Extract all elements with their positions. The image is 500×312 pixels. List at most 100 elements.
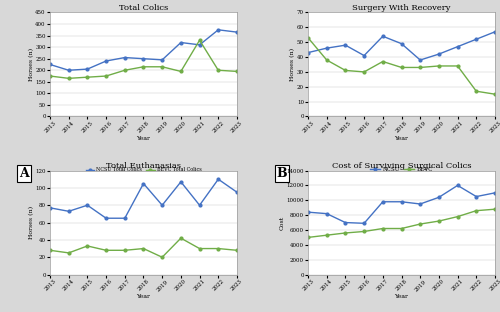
NCSU ($USD) (380, 200, 386, 204)
BEVC (£GBP) (398, 227, 404, 230)
Title: Total Euthanasias: Total Euthanasias (106, 162, 181, 170)
NCSU (178, 180, 184, 184)
NCSU (84, 203, 90, 207)
NCSU (492, 30, 498, 34)
BEVC (103, 248, 109, 252)
BEVC (£GBP) (342, 231, 348, 235)
NCSU (47, 206, 53, 210)
NCSU (305, 51, 311, 55)
BEVC (417, 66, 423, 69)
NCSU ($USD) (474, 195, 480, 198)
BEVC Total Colics (234, 70, 240, 73)
NCSU Total Colics (84, 67, 90, 71)
Y-axis label: Horses (n): Horses (n) (29, 206, 34, 239)
BEVC (234, 248, 240, 252)
NCSU ($USD) (324, 212, 330, 216)
BEVC (474, 89, 480, 93)
BEVC (122, 248, 128, 252)
NCSU Total Colics (216, 28, 222, 32)
Title: Total Colics: Total Colics (119, 4, 168, 12)
Y-axis label: Cost: Cost (280, 215, 285, 230)
BEVC Total Colics (178, 70, 184, 73)
Line: NCSU: NCSU (306, 30, 496, 61)
NCSU Total Colics (47, 63, 53, 66)
NCSU Total Colics (178, 41, 184, 44)
Line: BEVC: BEVC (48, 237, 238, 259)
BEVC (324, 58, 330, 62)
Line: BEVC (£GBP): BEVC (£GBP) (306, 208, 496, 239)
NCSU ($USD) (436, 195, 442, 199)
NCSU Total Colics (234, 30, 240, 34)
NCSU (122, 216, 128, 220)
BEVC Total Colics (47, 74, 53, 78)
BEVC Total Colics (216, 68, 222, 72)
X-axis label: Year: Year (136, 135, 150, 141)
NCSU (436, 52, 442, 56)
BEVC (492, 92, 498, 96)
BEVC (£GBP) (380, 227, 386, 230)
NCSU Total Colics (140, 57, 146, 61)
Y-axis label: Horses (n): Horses (n) (29, 48, 34, 81)
Line: NCSU Total Colics: NCSU Total Colics (48, 28, 238, 72)
NCSU (380, 34, 386, 38)
NCSU (140, 182, 146, 185)
NCSU ($USD) (492, 191, 498, 195)
BEVC (£GBP) (474, 209, 480, 212)
BEVC Total Colics (196, 38, 202, 42)
BEVC (£GBP) (436, 219, 442, 223)
NCSU ($USD) (398, 200, 404, 204)
BEVC (84, 244, 90, 248)
BEVC (159, 255, 165, 259)
NCSU (324, 46, 330, 50)
NCSU ($USD) (342, 221, 348, 224)
BEVC (£GBP) (454, 215, 460, 218)
X-axis label: Year: Year (136, 294, 150, 299)
Line: NCSU: NCSU (48, 178, 238, 220)
Line: BEVC Total Colics: BEVC Total Colics (48, 39, 238, 80)
NCSU (216, 177, 222, 181)
BEVC (305, 36, 311, 40)
BEVC (380, 60, 386, 63)
NCSU Total Colics (66, 68, 71, 72)
BEVC (£GBP) (417, 222, 423, 226)
Line: NCSU ($USD): NCSU ($USD) (306, 184, 496, 225)
Legend: NCSU, BEVC: NCSU, BEVC (368, 164, 435, 174)
NCSU (417, 58, 423, 62)
BEVC (£GBP) (305, 236, 311, 239)
BEVC (216, 247, 222, 251)
Legend: NCSU Total Colics, BEVC Total Colics: NCSU Total Colics, BEVC Total Colics (84, 165, 204, 174)
BEVC (£GBP) (361, 230, 367, 233)
BEVC (342, 69, 348, 72)
NCSU ($USD) (361, 222, 367, 225)
Title: Surgery With Recovery: Surgery With Recovery (352, 4, 451, 12)
BEVC (47, 248, 53, 252)
BEVC Total Colics (84, 75, 90, 79)
BEVC (398, 66, 404, 69)
NCSU Total Colics (103, 59, 109, 63)
BEVC (178, 236, 184, 240)
BEVC Total Colics (103, 74, 109, 78)
Line: BEVC: BEVC (306, 37, 496, 95)
BEVC (454, 64, 460, 68)
BEVC (£GBP) (324, 233, 330, 237)
X-axis label: Year: Year (394, 135, 408, 141)
NCSU (342, 43, 348, 47)
NCSU (234, 190, 240, 194)
NCSU (103, 216, 109, 220)
BEVC (436, 64, 442, 68)
NCSU ($USD) (305, 210, 311, 214)
NCSU Total Colics (122, 56, 128, 59)
Text: B: B (276, 167, 287, 180)
Title: Cost of Surviving Surgical Colics: Cost of Surviving Surgical Colics (332, 162, 471, 170)
NCSU ($USD) (417, 202, 423, 206)
NCSU Total Colics (159, 58, 165, 62)
BEVC (£GBP) (492, 207, 498, 211)
BEVC (361, 70, 367, 74)
NCSU (159, 203, 165, 207)
Y-axis label: Horses (n): Horses (n) (290, 48, 296, 81)
BEVC (140, 247, 146, 251)
NCSU (474, 37, 480, 41)
Text: A: A (19, 167, 28, 180)
NCSU (196, 203, 202, 207)
BEVC Total Colics (159, 65, 165, 69)
